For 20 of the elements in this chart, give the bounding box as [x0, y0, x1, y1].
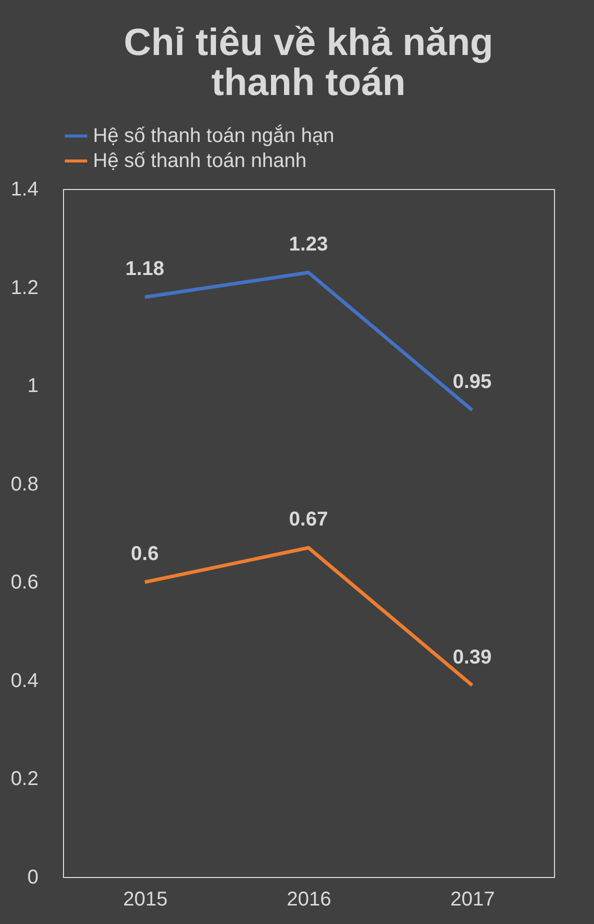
y-tick-label: 0.6 [10, 572, 38, 594]
data-label: 1.23 [289, 234, 328, 256]
x-tick-label: 2016 [286, 888, 332, 910]
legend-label: Hệ số thanh toán ngắn hạn [93, 124, 334, 147]
data-label: 0.39 [452, 646, 492, 668]
y-tick-label: 1 [27, 375, 38, 398]
y-tick-label: 1.4 [10, 178, 38, 200]
data-label: 0.6 [130, 543, 159, 566]
y-tick-label: 0.4 [10, 670, 38, 692]
legend-label: Hệ số thanh toán nhanh [93, 150, 307, 172]
x-tick-label: 2017 [450, 888, 495, 910]
x-tick-label: 2015 [123, 888, 168, 910]
y-tick-label: 0 [27, 866, 38, 888]
y-tick-label: 0.8 [10, 473, 38, 496]
y-tick-label: 1.2 [10, 276, 38, 299]
y-tick-label: 0.2 [10, 768, 38, 790]
chart-title: Chỉ tiêu về khả năng thanh toán [124, 22, 494, 104]
data-label: 0.67 [289, 508, 328, 531]
data-label: 0.95 [452, 371, 492, 394]
data-label: 1.18 [125, 258, 164, 280]
